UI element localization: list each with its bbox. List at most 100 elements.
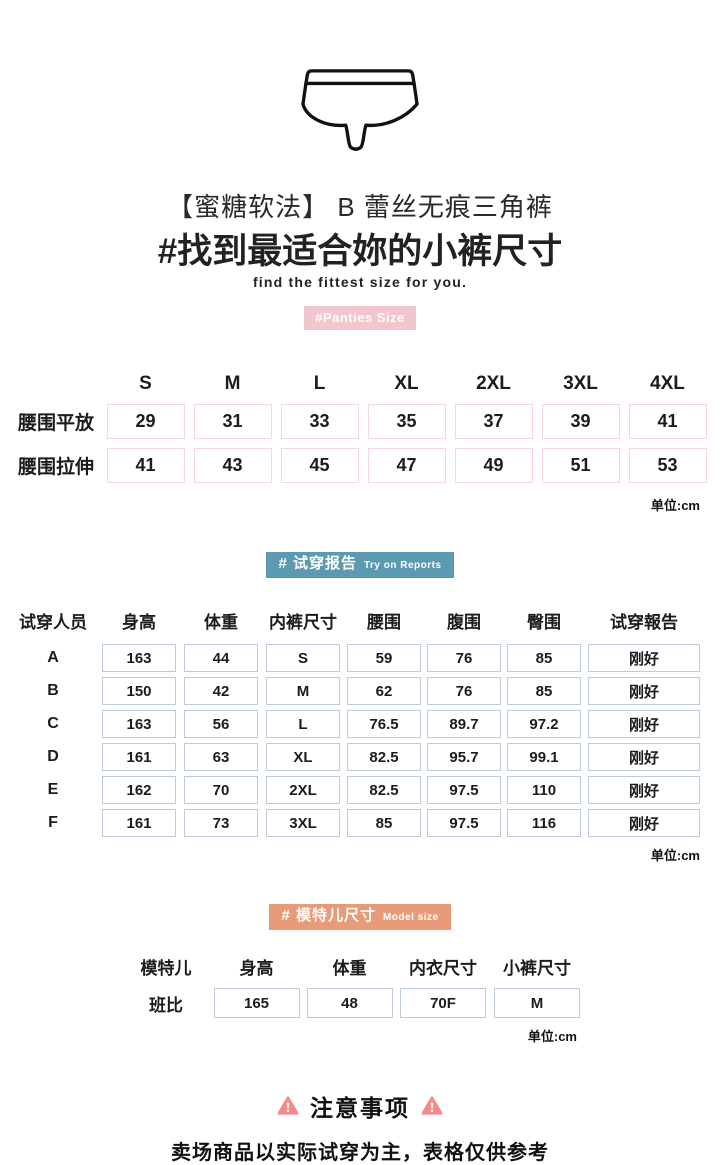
size-cell: 45: [280, 447, 359, 483]
size-cell: 53: [628, 447, 707, 483]
tryon-cell: 97.2: [507, 710, 581, 738]
tryon-cell: 97.5: [427, 776, 501, 804]
unit-note: 单位:cm: [650, 498, 700, 513]
model-size-table: 模特儿 身高 体重 内衣尺寸 小裤尺寸 班比 165 48 70F M: [122, 954, 584, 1018]
model-name-label: 班比: [149, 995, 183, 1015]
tryon-person-label: F: [48, 814, 58, 831]
tryon-result-cell: 刚好: [588, 677, 700, 705]
size-column-header: 2XL: [476, 373, 511, 394]
tryon-cell: 89.7: [427, 710, 501, 738]
tryon-cell: 163: [102, 644, 176, 672]
tryon-result-cell: 刚好: [588, 644, 700, 672]
size-column-header: S: [139, 373, 152, 394]
model-badge-label-en: Model size: [382, 912, 439, 923]
panties-icon: [0, 0, 720, 154]
tryon-cell: 42: [184, 677, 258, 705]
model-badge-label: # 模特儿尺寸: [281, 907, 376, 924]
tryon-header-row: 试穿人员 身高 体重 内裤尺寸 腰围 腹围 臀围 试穿報告: [8, 608, 711, 632]
tryon-table: 试穿人员 身高 体重 内裤尺寸 腰围 腹围 臀围 试穿報告 A 163 44 S…: [8, 608, 711, 837]
tryon-result-cell: 刚好: [588, 743, 700, 771]
model-cell: 48: [306, 988, 393, 1018]
size-cell: 41: [106, 447, 185, 483]
tryon-column-header: 试穿報告: [610, 613, 678, 632]
notice-title: 注意事项: [310, 1095, 410, 1121]
table-row: 腰围平放 29 31 33 35 37 39 41: [10, 399, 710, 443]
tryon-badge-label: # 试穿报告: [278, 555, 357, 572]
tryon-cell: 116: [507, 809, 581, 837]
row-label-waist-flat: 腰围平放: [17, 412, 94, 434]
size-column-header: XL: [394, 373, 419, 394]
tryon-cell: 63: [184, 743, 258, 771]
size-cell: 43: [193, 447, 272, 483]
model-column-header: 体重: [332, 959, 367, 978]
tryon-column-header: 腰围: [367, 613, 401, 632]
tryon-cell: 82.5: [347, 776, 421, 804]
notice-section: 注意事项 卖场商品以实际试穿为主，表格仅供参考: [0, 1089, 720, 1165]
warning-icon: [421, 1096, 443, 1115]
size-cell: 35: [367, 403, 446, 439]
tryon-cell: 150: [102, 677, 176, 705]
row-label-waist-stretched: 腰围拉伸: [17, 456, 94, 478]
tryon-cell: XL: [266, 743, 340, 771]
tryon-cell: 85: [347, 809, 421, 837]
tryon-person-label: A: [47, 649, 59, 666]
tryon-person-label: D: [47, 748, 59, 765]
tryon-cell: 76: [427, 644, 501, 672]
table-row: 腰围拉伸 41 43 45 47 49 51 53: [10, 443, 710, 487]
unit-note: 单位:cm: [650, 848, 700, 863]
tryon-cell: L: [266, 710, 340, 738]
model-column-header: 小裤尺寸: [503, 959, 571, 978]
tryon-person-label: C: [47, 715, 59, 732]
panties-size-badge: #Panties Size: [304, 306, 416, 330]
size-column-header: L: [313, 373, 326, 394]
size-cell: 33: [280, 403, 359, 439]
tryon-person-label: E: [47, 781, 59, 798]
model-column-header: 模特儿: [140, 959, 192, 978]
size-cell: 31: [193, 403, 272, 439]
tryon-cell: 99.1: [507, 743, 581, 771]
tryon-column-header: 试穿人员: [19, 613, 87, 632]
tryon-column-header: 臀围: [527, 613, 561, 632]
tryon-person-label: B: [47, 682, 59, 699]
tryon-cell: 97.5: [427, 809, 501, 837]
tryon-column-header: 内裤尺寸: [269, 613, 337, 632]
model-column-header: 内衣尺寸: [409, 959, 477, 978]
size-column-header: 4XL: [650, 373, 685, 394]
unit-note: 单位:cm: [527, 1029, 577, 1044]
slogan-heading: #找到最适合妳的小裤尺寸: [157, 232, 563, 271]
tryon-cell: 3XL: [266, 809, 340, 837]
model-cell: 165: [213, 988, 300, 1018]
size-cell: 37: [454, 403, 533, 439]
size-cell: 29: [106, 403, 185, 439]
tryon-cell: 2XL: [266, 776, 340, 804]
tryon-cell: 59: [347, 644, 421, 672]
tryon-cell: 73: [184, 809, 258, 837]
warning-icon: [277, 1096, 299, 1115]
tryon-result-cell: 刚好: [588, 710, 700, 738]
tryon-cell: 162: [102, 776, 176, 804]
tryon-cell: 76.5: [347, 710, 421, 738]
product-title: 【蜜糖软法】 B 蕾丝无痕三角裤: [167, 192, 553, 222]
tryon-cell: 95.7: [427, 743, 501, 771]
tryon-report-badge: # 试穿报告 Try on Reports: [266, 552, 454, 578]
tryon-cell: 62: [347, 677, 421, 705]
tryon-cell: 76: [427, 677, 501, 705]
tryon-cell: M: [266, 677, 340, 705]
panties-size-table: S M L XL 2XL 3XL 4XL 腰围平放 29 31 33 35 37…: [10, 373, 710, 487]
tryon-cell: 85: [507, 677, 581, 705]
size-cell: 39: [541, 403, 620, 439]
slogan-english: find the fittest size for you.: [252, 274, 468, 290]
table-row: 班比 165 48 70F M: [122, 988, 584, 1018]
size-cell: 51: [541, 447, 620, 483]
notice-text: 卖场商品以实际试穿为主，表格仅供参考: [171, 1142, 549, 1164]
tryon-cell: 161: [102, 809, 176, 837]
tryon-cell: 44: [184, 644, 258, 672]
size-column-header: M: [224, 373, 241, 394]
tryon-result-cell: 刚好: [588, 809, 700, 837]
model-size-badge: # 模特儿尺寸 Model size: [269, 904, 451, 930]
model-cell: 70F: [400, 988, 486, 1018]
panties-size-header-row: S M L XL 2XL 3XL 4XL: [10, 373, 710, 395]
tryon-column-header: 体重: [204, 613, 238, 632]
model-cell: M: [494, 988, 580, 1018]
tryon-cell: 70: [184, 776, 258, 804]
